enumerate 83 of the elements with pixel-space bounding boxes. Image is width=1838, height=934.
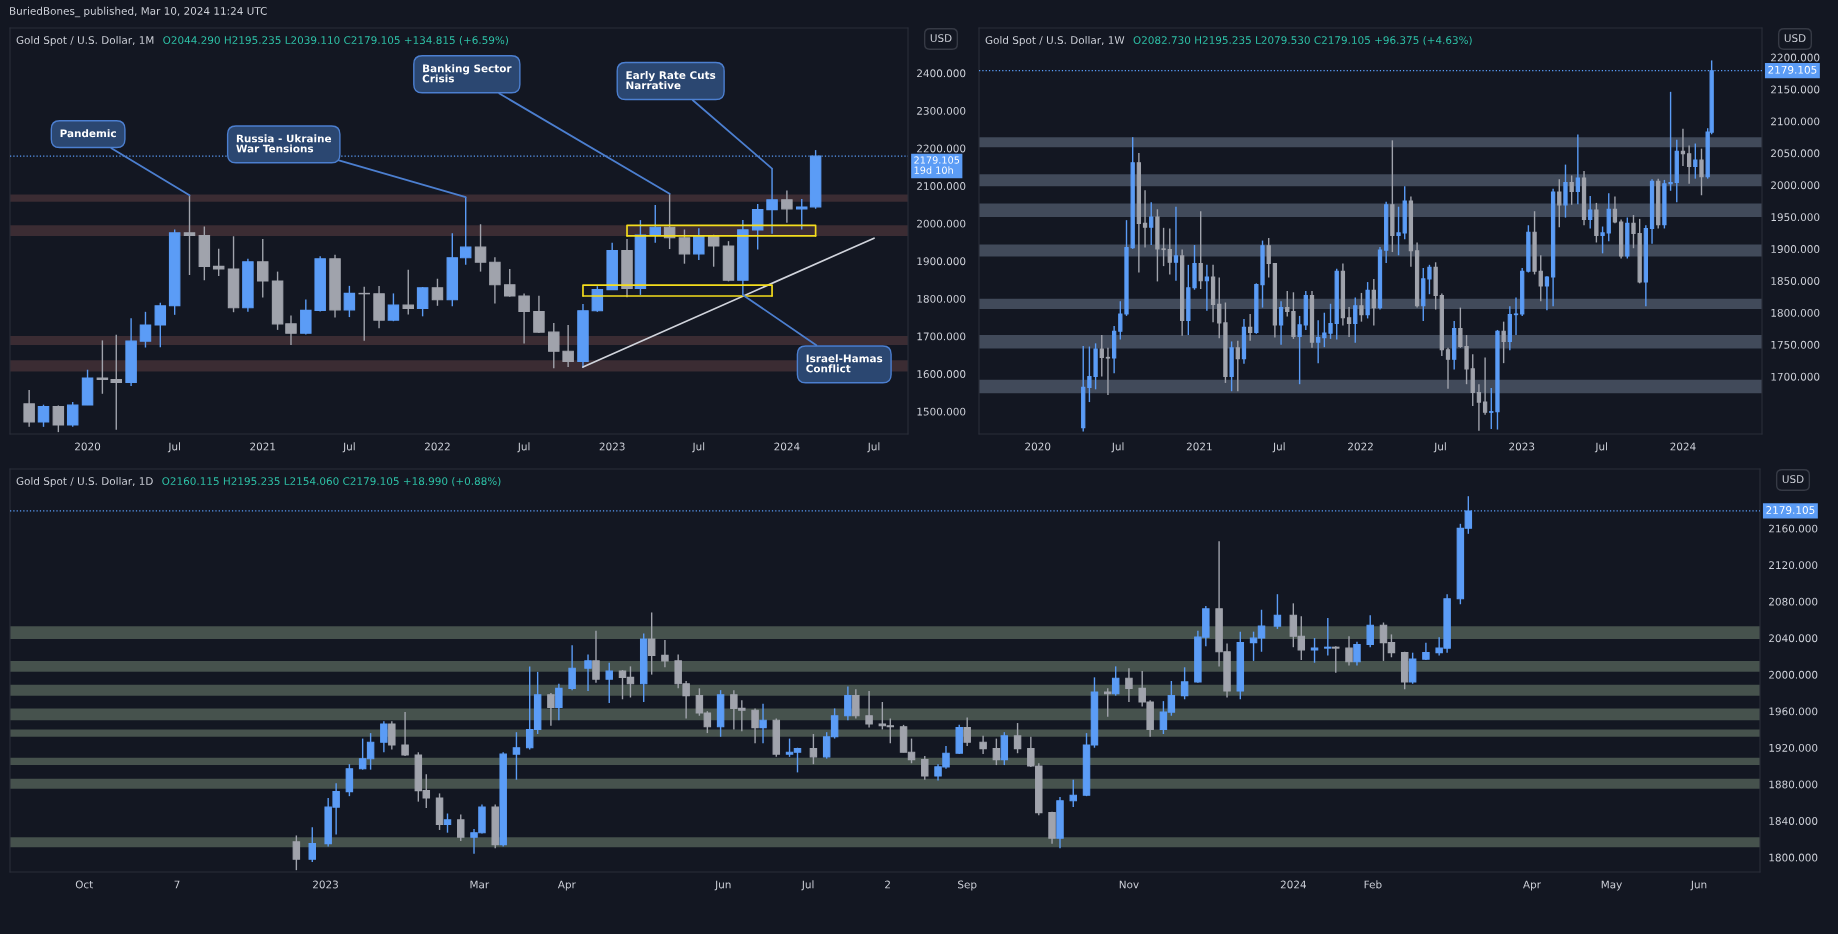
annotation: Israel-Hamas Conflict	[806, 354, 883, 373]
ref-line-label: 2179.105 19d 10h	[914, 156, 960, 174]
y-tick-label: 1750.000	[1771, 340, 1820, 349]
y-tick-label: 1800.000	[1769, 853, 1818, 862]
y-tick-label: 2300.000	[917, 106, 966, 115]
y-tick-label: 1900.000	[917, 257, 966, 266]
x-tick-label: Sep	[958, 880, 977, 891]
x-tick-label: Feb	[1364, 880, 1382, 889]
text: Gold Spot / U.S. Dollar, 1M	[16, 35, 154, 47]
y-tick-label: 1500.000	[917, 407, 966, 416]
x-tick-label: 2020	[75, 442, 101, 451]
y-tick-label: 1800.000	[1771, 308, 1820, 317]
y-tick-label: 1920.000	[1769, 743, 1818, 752]
x-tick-label: Jul	[867, 442, 880, 453]
y-tick-label: 2400.000	[917, 69, 966, 78]
y-tick-label: 1840.000	[1769, 817, 1818, 825]
annotation: Banking Sector Crisis	[422, 64, 512, 83]
x-tick-label: 2023	[313, 880, 338, 889]
x-tick-label: Nov	[1119, 880, 1139, 889]
x-tick-label: Oct	[75, 880, 93, 889]
y-tick-label: 1850.000	[1771, 277, 1820, 285]
x-tick-label: 2023	[1509, 442, 1535, 451]
x-tick-label: 7	[174, 880, 180, 889]
y-axis-title: USD	[1784, 34, 1806, 43]
ref-line-label: 2179.105	[1766, 506, 1815, 514]
x-tick-label: 2023	[599, 442, 625, 451]
y-tick-label: 2000.000	[1771, 181, 1820, 190]
x-tick-label: 2021	[250, 442, 276, 451]
y-tick-label: 2000.000	[1769, 670, 1818, 679]
y-tick-label: 1880.000	[1769, 780, 1818, 789]
y-tick-label: 2000.000	[917, 219, 966, 228]
annotation: Pandemic	[60, 129, 116, 138]
y-tick-label: 2040.000	[1769, 634, 1818, 643]
x-tick-label: Jul	[1433, 442, 1446, 453]
y-tick-label: 1600.000	[917, 370, 966, 378]
x-tick-label: 2	[885, 880, 890, 889]
y-tick-label: 1960.000	[1769, 707, 1818, 716]
text: O2082.730 H2195.235 L2079.530 C2179.105 +96.375 (+4.63%)	[1133, 35, 1472, 46]
y-tick-label: 1900.000	[1771, 245, 1820, 253]
y-tick-label: 2080.000	[1769, 597, 1818, 606]
text: Gold Spot / U.S. Dollar, 1D	[16, 476, 153, 488]
x-tick-label: 2024	[1280, 880, 1306, 889]
x-tick-label: 2021	[1186, 442, 1212, 451]
x-tick-label: Jul	[167, 442, 180, 453]
y-tick-label: 1950.000	[1771, 213, 1820, 222]
y-tick-label: 2120.000	[1769, 561, 1818, 570]
y-tick-label: 2150.000	[1771, 85, 1820, 94]
y-tick-label: 1700.000	[1771, 372, 1820, 381]
x-tick-label: Apr	[557, 880, 576, 891]
x-tick-label: May	[1601, 880, 1622, 891]
x-tick-label: Jul	[517, 442, 530, 453]
annotation: Russia - Ukraine War Tensions	[236, 134, 332, 153]
x-tick-label: Jun	[714, 880, 731, 891]
annotation: Early Rate Cuts Narrative	[626, 70, 716, 90]
x-tick-label: Jul	[691, 442, 705, 453]
x-tick-label: Apr	[1523, 880, 1541, 891]
x-tick-label: 2024	[774, 442, 800, 451]
text: O2044.290 H2195.235 L2039.110 C2179.105 +134.815 (+6.59%)	[163, 35, 508, 46]
x-tick-label: Mar	[470, 880, 490, 889]
x-tick-label: 2022	[424, 442, 450, 451]
x-tick-label: Jul	[1272, 442, 1285, 453]
text: BuriedBones_ published, Mar 10, 2024 11:24 UTC	[10, 6, 267, 18]
x-tick-label: 2022	[1348, 442, 1373, 451]
x-tick-label: Jul	[801, 880, 814, 891]
y-tick-label: 1700.000	[917, 332, 966, 341]
x-tick-label: 2020	[1025, 442, 1051, 451]
y-tick-label: 2050.000	[1771, 149, 1820, 158]
y-tick-label: 2160.000	[1769, 524, 1818, 533]
y-tick-label: 2200.000	[1771, 53, 1820, 62]
y-tick-label: 1800.000	[917, 294, 966, 303]
x-tick-label: Jul	[1594, 442, 1607, 453]
x-tick-label: Jul	[1111, 442, 1124, 453]
x-tick-label: 2024	[1670, 442, 1696, 451]
y-tick-label: 2100.000	[1771, 117, 1820, 126]
y-tick-label: 2200.000	[917, 144, 966, 153]
text: Gold Spot / U.S. Dollar, 1W	[985, 35, 1125, 47]
y-tick-label: 2100.000	[917, 182, 966, 190]
y-axis-title: USD	[930, 34, 952, 43]
x-tick-label: Jul	[342, 442, 355, 453]
ref-line-label: 2179.105	[1768, 65, 1817, 74]
x-tick-label: Jun	[1690, 880, 1707, 891]
text: O2160.115 H2195.235 L2154.060 C2179.105 +18.990 (+0.88%)	[162, 476, 501, 487]
y-axis-title: USD	[1782, 475, 1804, 484]
